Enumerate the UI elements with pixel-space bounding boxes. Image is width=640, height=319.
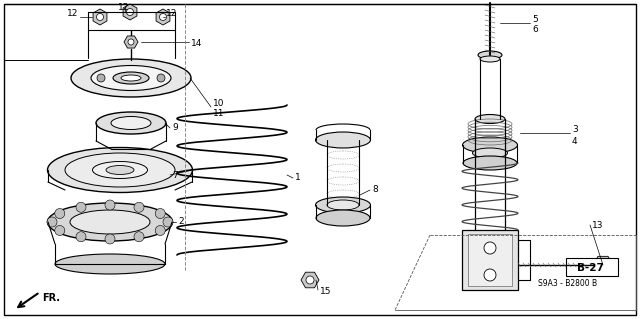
Text: 12: 12	[166, 9, 177, 18]
Ellipse shape	[316, 132, 371, 148]
Ellipse shape	[93, 161, 147, 179]
Ellipse shape	[47, 203, 173, 241]
Circle shape	[134, 202, 144, 212]
Bar	[462, 230, 518, 290]
Circle shape	[55, 226, 65, 235]
Text: FR.: FR.	[42, 293, 60, 303]
Circle shape	[76, 232, 86, 242]
Text: 3: 3	[572, 125, 578, 135]
Text: 11: 11	[213, 109, 225, 118]
Text: 4: 4	[572, 137, 578, 146]
Text: 2: 2	[178, 218, 184, 226]
Circle shape	[484, 242, 496, 254]
Circle shape	[484, 269, 496, 281]
Text: 9: 9	[172, 123, 178, 132]
Text: 12: 12	[67, 9, 78, 18]
Circle shape	[134, 232, 144, 242]
Text: 14: 14	[191, 40, 202, 48]
Ellipse shape	[472, 148, 508, 158]
Circle shape	[47, 217, 57, 227]
Ellipse shape	[55, 254, 165, 274]
Ellipse shape	[70, 210, 150, 234]
Ellipse shape	[463, 137, 518, 153]
Text: 13: 13	[592, 220, 604, 229]
Ellipse shape	[71, 59, 191, 97]
Ellipse shape	[106, 166, 134, 174]
Ellipse shape	[316, 210, 370, 226]
Ellipse shape	[475, 115, 505, 123]
Circle shape	[157, 74, 165, 82]
Text: 5: 5	[532, 16, 538, 25]
Circle shape	[159, 13, 166, 20]
Circle shape	[156, 209, 165, 219]
Circle shape	[105, 234, 115, 244]
Circle shape	[156, 226, 165, 235]
Text: 8: 8	[372, 186, 378, 195]
Circle shape	[105, 200, 115, 210]
Ellipse shape	[327, 200, 359, 210]
Circle shape	[306, 276, 314, 284]
Circle shape	[128, 39, 134, 45]
Text: 1: 1	[295, 174, 301, 182]
Text: 6: 6	[532, 26, 538, 34]
Circle shape	[127, 9, 134, 16]
Circle shape	[97, 74, 105, 82]
Ellipse shape	[96, 112, 166, 134]
Circle shape	[76, 202, 86, 212]
Text: 7: 7	[172, 170, 178, 180]
Ellipse shape	[480, 56, 500, 62]
Ellipse shape	[65, 153, 175, 187]
Circle shape	[163, 217, 173, 227]
Text: 15: 15	[320, 287, 332, 296]
Ellipse shape	[478, 51, 502, 59]
Ellipse shape	[113, 72, 149, 84]
Circle shape	[97, 13, 104, 20]
Ellipse shape	[316, 197, 371, 213]
Bar	[566, 258, 618, 276]
Ellipse shape	[47, 147, 193, 192]
Ellipse shape	[463, 156, 517, 170]
Text: B-27: B-27	[577, 263, 604, 273]
Text: 10: 10	[213, 100, 225, 108]
Text: 12: 12	[118, 3, 129, 11]
Text: S9A3 - B2800 B: S9A3 - B2800 B	[538, 278, 597, 287]
Circle shape	[55, 209, 65, 219]
Ellipse shape	[91, 65, 171, 91]
Bar	[468, 234, 512, 286]
Ellipse shape	[111, 116, 151, 130]
Ellipse shape	[121, 75, 141, 81]
